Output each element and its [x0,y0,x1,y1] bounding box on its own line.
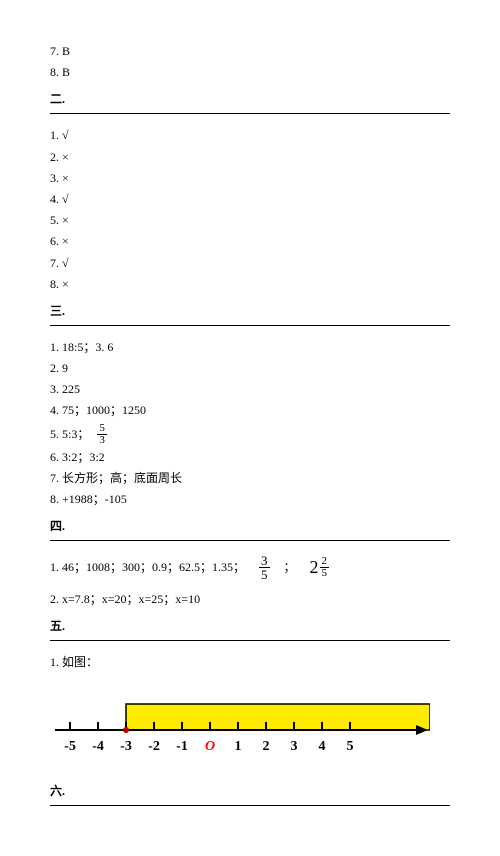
ans-item: 6. × [50,232,450,251]
fraction: 3 5 [259,554,270,581]
svg-text:5: 5 [347,739,354,754]
fraction-den: 5 [320,568,330,579]
section-5-title: 五. [50,617,450,634]
ans-item: 3. 225 [50,380,450,399]
ans-item: 8. +1988；-105 [50,490,450,509]
divider [50,540,450,541]
svg-text:-3: -3 [120,739,132,754]
svg-text:4: 4 [319,739,326,754]
section-3-body: 1. 18:5；3. 6 2. 9 3. 225 4. 75；1000；1250… [50,338,450,509]
section-2-title: 二. [50,90,450,107]
fraction-num: 5 [97,423,107,435]
ans-item: 8. B [50,63,450,82]
section-6-title: 六. [50,782,450,799]
fraction: 2 5 [320,556,330,579]
ans-item: 3. × [50,169,450,188]
ans-item: 2. 9 [50,359,450,378]
fraction-den: 5 [259,568,270,581]
ans-item-text: 5. 5:3； [50,425,89,444]
ans-item: 6. 3:2；3:2 [50,448,450,467]
divider [50,805,450,806]
mixed-whole: 2 [310,553,319,582]
section-4-title: 四. [50,517,450,534]
divider [50,640,450,641]
svg-text:-4: -4 [92,739,104,754]
ans-item: 1. √ [50,126,450,145]
section-2-body: 1. √ 2. × 3. × 4. √ 5. × 6. × 7. √ 8. × [50,126,450,294]
ans-item: 7. √ [50,254,450,273]
fraction-num: 3 [259,554,270,568]
ans-item: 7. B [50,42,450,61]
ans-item: 4. √ [50,190,450,209]
fraction-den: 3 [97,435,107,446]
fraction: 5 3 [97,423,107,446]
section-3-title: 三. [50,302,450,319]
number-line-figure: -5 -4 -3 -2 -1 O 1 2 3 4 5 [50,690,450,764]
svg-text:-5: -5 [64,739,76,754]
ans-item: 2. × [50,148,450,167]
divider [50,113,450,114]
ans-item: 1. 18:5；3. 6 [50,338,450,357]
ans-item-line1: 1. 46；1008；300；0.9；62.5；1.35； 3 5 ； 2 2 … [50,553,450,582]
ans-item: 2. x=7.8；x=20；x=25；x=10 [50,590,450,609]
figure-label: 1. 如图： [50,653,450,672]
separator: ； [284,558,296,577]
ans-item: 5. × [50,211,450,230]
divider [50,325,450,326]
svg-text:-1: -1 [176,739,188,754]
ans-item-with-frac: 5. 5:3； 5 3 [50,423,450,446]
ans-item: 7. 长方形；高；底面周长 [50,469,450,488]
svg-text:1: 1 [235,739,242,754]
svg-text:2: 2 [263,739,270,754]
section-4-body: 1. 46；1008；300；0.9；62.5；1.35； 3 5 ； 2 2 … [50,553,450,609]
section-5-body: 1. 如图： -5 -4 -3 -2 -1 O 1 2 3 4 5 [50,653,450,764]
ans-item-text: 1. 46；1008；300；0.9；62.5；1.35； [50,558,245,577]
section-1-tail: 7. B 8. B [50,42,450,82]
svg-text:O: O [205,739,215,754]
svg-text:3: 3 [291,739,298,754]
ans-item: 8. × [50,275,450,294]
svg-text:-2: -2 [148,739,160,754]
number-line-svg: -5 -4 -3 -2 -1 O 1 2 3 4 5 [50,690,430,760]
mixed-fraction: 2 2 5 [310,553,330,582]
ans-item: 4. 75；1000；1250 [50,401,450,420]
